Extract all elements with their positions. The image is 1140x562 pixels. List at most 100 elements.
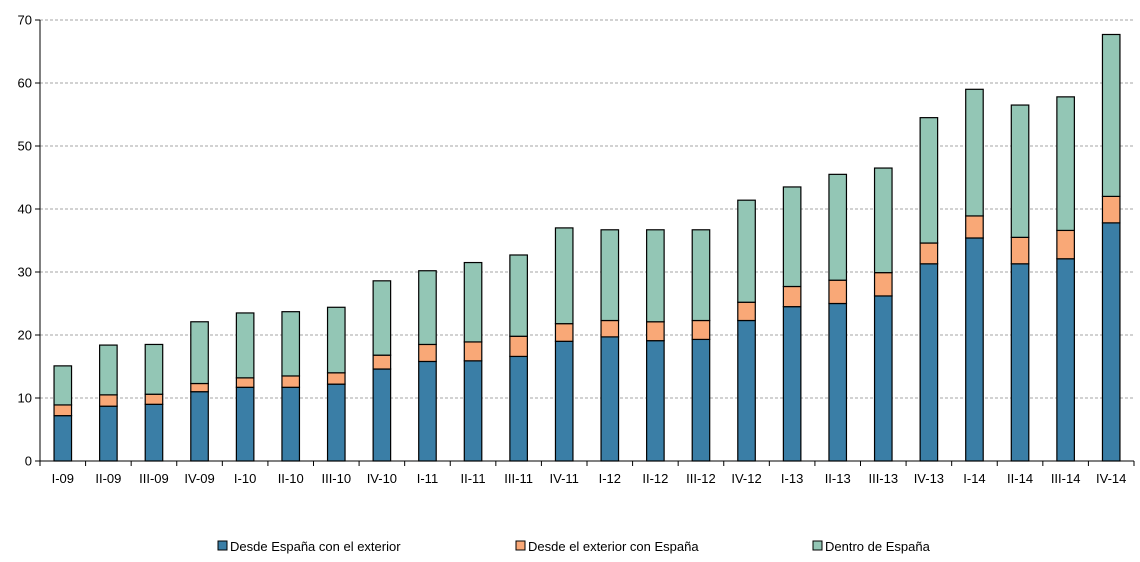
x-tick-label: I-14 bbox=[963, 471, 985, 486]
x-tick-label: II-11 bbox=[461, 471, 486, 486]
bar-desde-exterior bbox=[965, 215, 984, 239]
x-tick-label: IV-11 bbox=[550, 471, 579, 486]
bar-dentro-espana bbox=[600, 229, 620, 322]
bar-dentro-espana bbox=[418, 270, 437, 346]
bar-dentro-espana bbox=[965, 88, 984, 217]
bar-desde-exterior bbox=[418, 343, 437, 363]
legend-label: Dentro de España bbox=[825, 539, 931, 554]
x-tick-label: II-12 bbox=[642, 471, 668, 486]
y-tick-label: 70 bbox=[18, 13, 32, 28]
x-tick-label: I-09 bbox=[52, 471, 74, 486]
bar-desde-exterior bbox=[646, 321, 665, 342]
bar-desde-espana bbox=[1056, 258, 1075, 462]
bar-desde-exterior bbox=[691, 319, 711, 341]
bar-desde-espana bbox=[190, 391, 209, 462]
legend-swatch bbox=[515, 540, 526, 551]
bar-desde-exterior bbox=[919, 242, 939, 265]
bar-desde-exterior bbox=[782, 285, 802, 308]
bar-desde-exterior bbox=[326, 372, 346, 385]
bar-dentro-espana bbox=[873, 167, 893, 274]
bar-dentro-espana bbox=[1101, 33, 1121, 198]
x-tick-label: I-13 bbox=[781, 471, 803, 486]
bar-desde-exterior bbox=[828, 279, 848, 305]
bar-dentro-espana bbox=[646, 229, 665, 323]
bar-desde-espana bbox=[418, 360, 437, 462]
bar-desde-exterior bbox=[463, 341, 483, 362]
bar-desde-espana bbox=[1010, 263, 1030, 462]
bar-desde-espana bbox=[965, 237, 984, 462]
y-tick-labels: 0 10 20 30 40 50 60 70 bbox=[18, 13, 32, 469]
bar-desde-espana bbox=[737, 319, 756, 462]
bar-desde-espana bbox=[691, 338, 711, 462]
y-tick-label: 60 bbox=[18, 76, 32, 91]
bar-desde-espana bbox=[53, 415, 73, 462]
bar-dentro-espana bbox=[99, 344, 118, 396]
x-tick-label: III-11 bbox=[504, 471, 533, 486]
bar-desde-espana bbox=[873, 295, 893, 462]
bar-dentro-espana bbox=[828, 173, 848, 281]
bar-desde-espana bbox=[600, 336, 620, 462]
x-tick-label: I-11 bbox=[417, 471, 438, 486]
bar-dentro-espana bbox=[190, 321, 209, 385]
bar-desde-exterior bbox=[372, 354, 392, 370]
bar-dentro-espana bbox=[1056, 96, 1075, 232]
bar-desde-exterior bbox=[554, 323, 574, 342]
bar-desde-exterior bbox=[144, 393, 164, 405]
bar-dentro-espana bbox=[554, 227, 574, 325]
x-tick-label: I-12 bbox=[599, 471, 621, 486]
bar-dentro-espana bbox=[509, 254, 528, 337]
x-tick-label: IV-09 bbox=[184, 471, 214, 486]
x-tick-label: II-14 bbox=[1007, 471, 1033, 486]
x-tick-label: IV-13 bbox=[914, 471, 944, 486]
bar-desde-espana bbox=[1101, 222, 1121, 462]
bar-desde-espana bbox=[235, 386, 255, 462]
x-tick-labels: I-09 II-09 III-09 IV-09 I-10 II-10 III-10 IV-10… bbox=[52, 471, 1127, 486]
legend-swatch bbox=[812, 540, 823, 551]
x-tick-label: IV-12 bbox=[731, 471, 761, 486]
x-tick-label: III-09 bbox=[139, 471, 169, 486]
bar-dentro-espana bbox=[281, 311, 301, 377]
bar-dentro-espana bbox=[326, 306, 346, 374]
y-tick-label: 20 bbox=[18, 328, 32, 343]
bar-desde-exterior bbox=[99, 394, 118, 407]
y-tick-label: 40 bbox=[18, 202, 32, 217]
y-tick-label: 50 bbox=[18, 139, 32, 154]
legend: Desde España con el exterior Desde el ext… bbox=[217, 539, 931, 554]
x-tick-label: IV-14 bbox=[1096, 471, 1126, 486]
gridlines bbox=[40, 19, 1134, 399]
bar-desde-espana bbox=[646, 340, 665, 462]
x-tick-label: III-12 bbox=[686, 471, 716, 486]
x-tick-label: III-10 bbox=[321, 471, 351, 486]
x-tick-label: I-10 bbox=[234, 471, 256, 486]
bars-layer bbox=[53, 33, 1121, 462]
x-tick-label: II-13 bbox=[825, 471, 851, 486]
bar-desde-espana bbox=[828, 302, 848, 462]
bar-desde-espana bbox=[144, 403, 164, 462]
bar-desde-espana bbox=[326, 383, 346, 462]
bar-desde-exterior bbox=[53, 404, 73, 417]
bar-dentro-espana bbox=[782, 186, 802, 288]
axes bbox=[35, 19, 1135, 466]
bar-dentro-espana bbox=[235, 312, 255, 379]
bar-desde-espana bbox=[463, 360, 483, 462]
x-tick-label: III-14 bbox=[1051, 471, 1081, 486]
bar-desde-exterior bbox=[1056, 229, 1075, 260]
y-tick-label: 0 bbox=[25, 454, 32, 469]
bar-dentro-espana bbox=[53, 365, 73, 406]
bar-desde-exterior bbox=[281, 375, 301, 388]
bar-dentro-espana bbox=[372, 280, 392, 356]
bar-desde-exterior bbox=[1101, 195, 1121, 224]
bar-dentro-espana bbox=[691, 229, 711, 322]
bar-desde-exterior bbox=[600, 319, 620, 338]
bar-dentro-espana bbox=[919, 117, 939, 244]
bar-dentro-espana bbox=[463, 261, 483, 343]
x-tick-label: III-13 bbox=[868, 471, 898, 486]
bar-desde-exterior bbox=[509, 335, 528, 358]
bar-desde-exterior bbox=[1010, 236, 1030, 265]
bar-desde-espana bbox=[372, 368, 392, 462]
bar-desde-espana bbox=[554, 340, 574, 462]
bar-desde-exterior bbox=[737, 301, 756, 322]
bar-desde-espana bbox=[919, 263, 939, 462]
legend-swatch bbox=[217, 540, 228, 551]
